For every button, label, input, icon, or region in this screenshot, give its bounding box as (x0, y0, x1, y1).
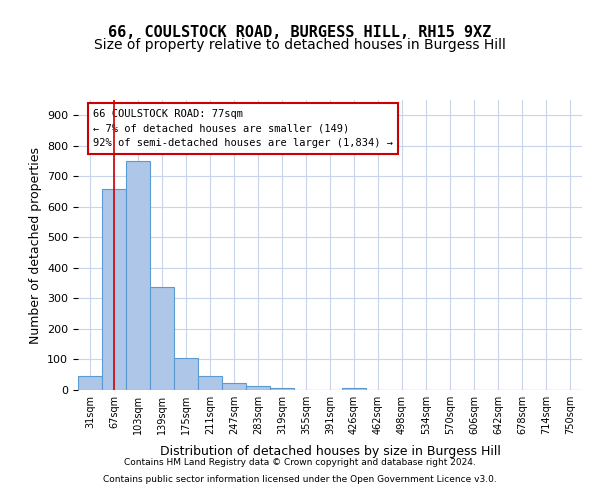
Bar (78, 376, 102, 390)
Bar (102, 188, 126, 390)
Bar (342, 388, 366, 390)
Bar (198, 376, 222, 390)
Bar (126, 161, 150, 390)
Bar (222, 384, 246, 390)
Text: 66 COULSTOCK ROAD: 77sqm
← 7% of detached houses are smaller (149)
92% of semi-d: 66 COULSTOCK ROAD: 77sqm ← 7% of detache… (93, 108, 393, 148)
Text: 66, COULSTOCK ROAD, BURGESS HILL, RH15 9XZ: 66, COULSTOCK ROAD, BURGESS HILL, RH15 9… (109, 25, 491, 40)
Text: Size of property relative to detached houses in Burgess Hill: Size of property relative to detached ho… (94, 38, 506, 52)
Bar (150, 287, 174, 390)
X-axis label: Distribution of detached houses by size in Burgess Hill: Distribution of detached houses by size … (160, 446, 500, 458)
Text: Contains public sector information licensed under the Open Government Licence v3: Contains public sector information licen… (103, 476, 497, 484)
Bar (246, 386, 270, 390)
Y-axis label: Number of detached properties: Number of detached properties (29, 146, 41, 344)
Text: Contains HM Land Registry data © Crown copyright and database right 2024.: Contains HM Land Registry data © Crown c… (124, 458, 476, 467)
Bar (270, 388, 294, 390)
Bar (174, 358, 198, 390)
